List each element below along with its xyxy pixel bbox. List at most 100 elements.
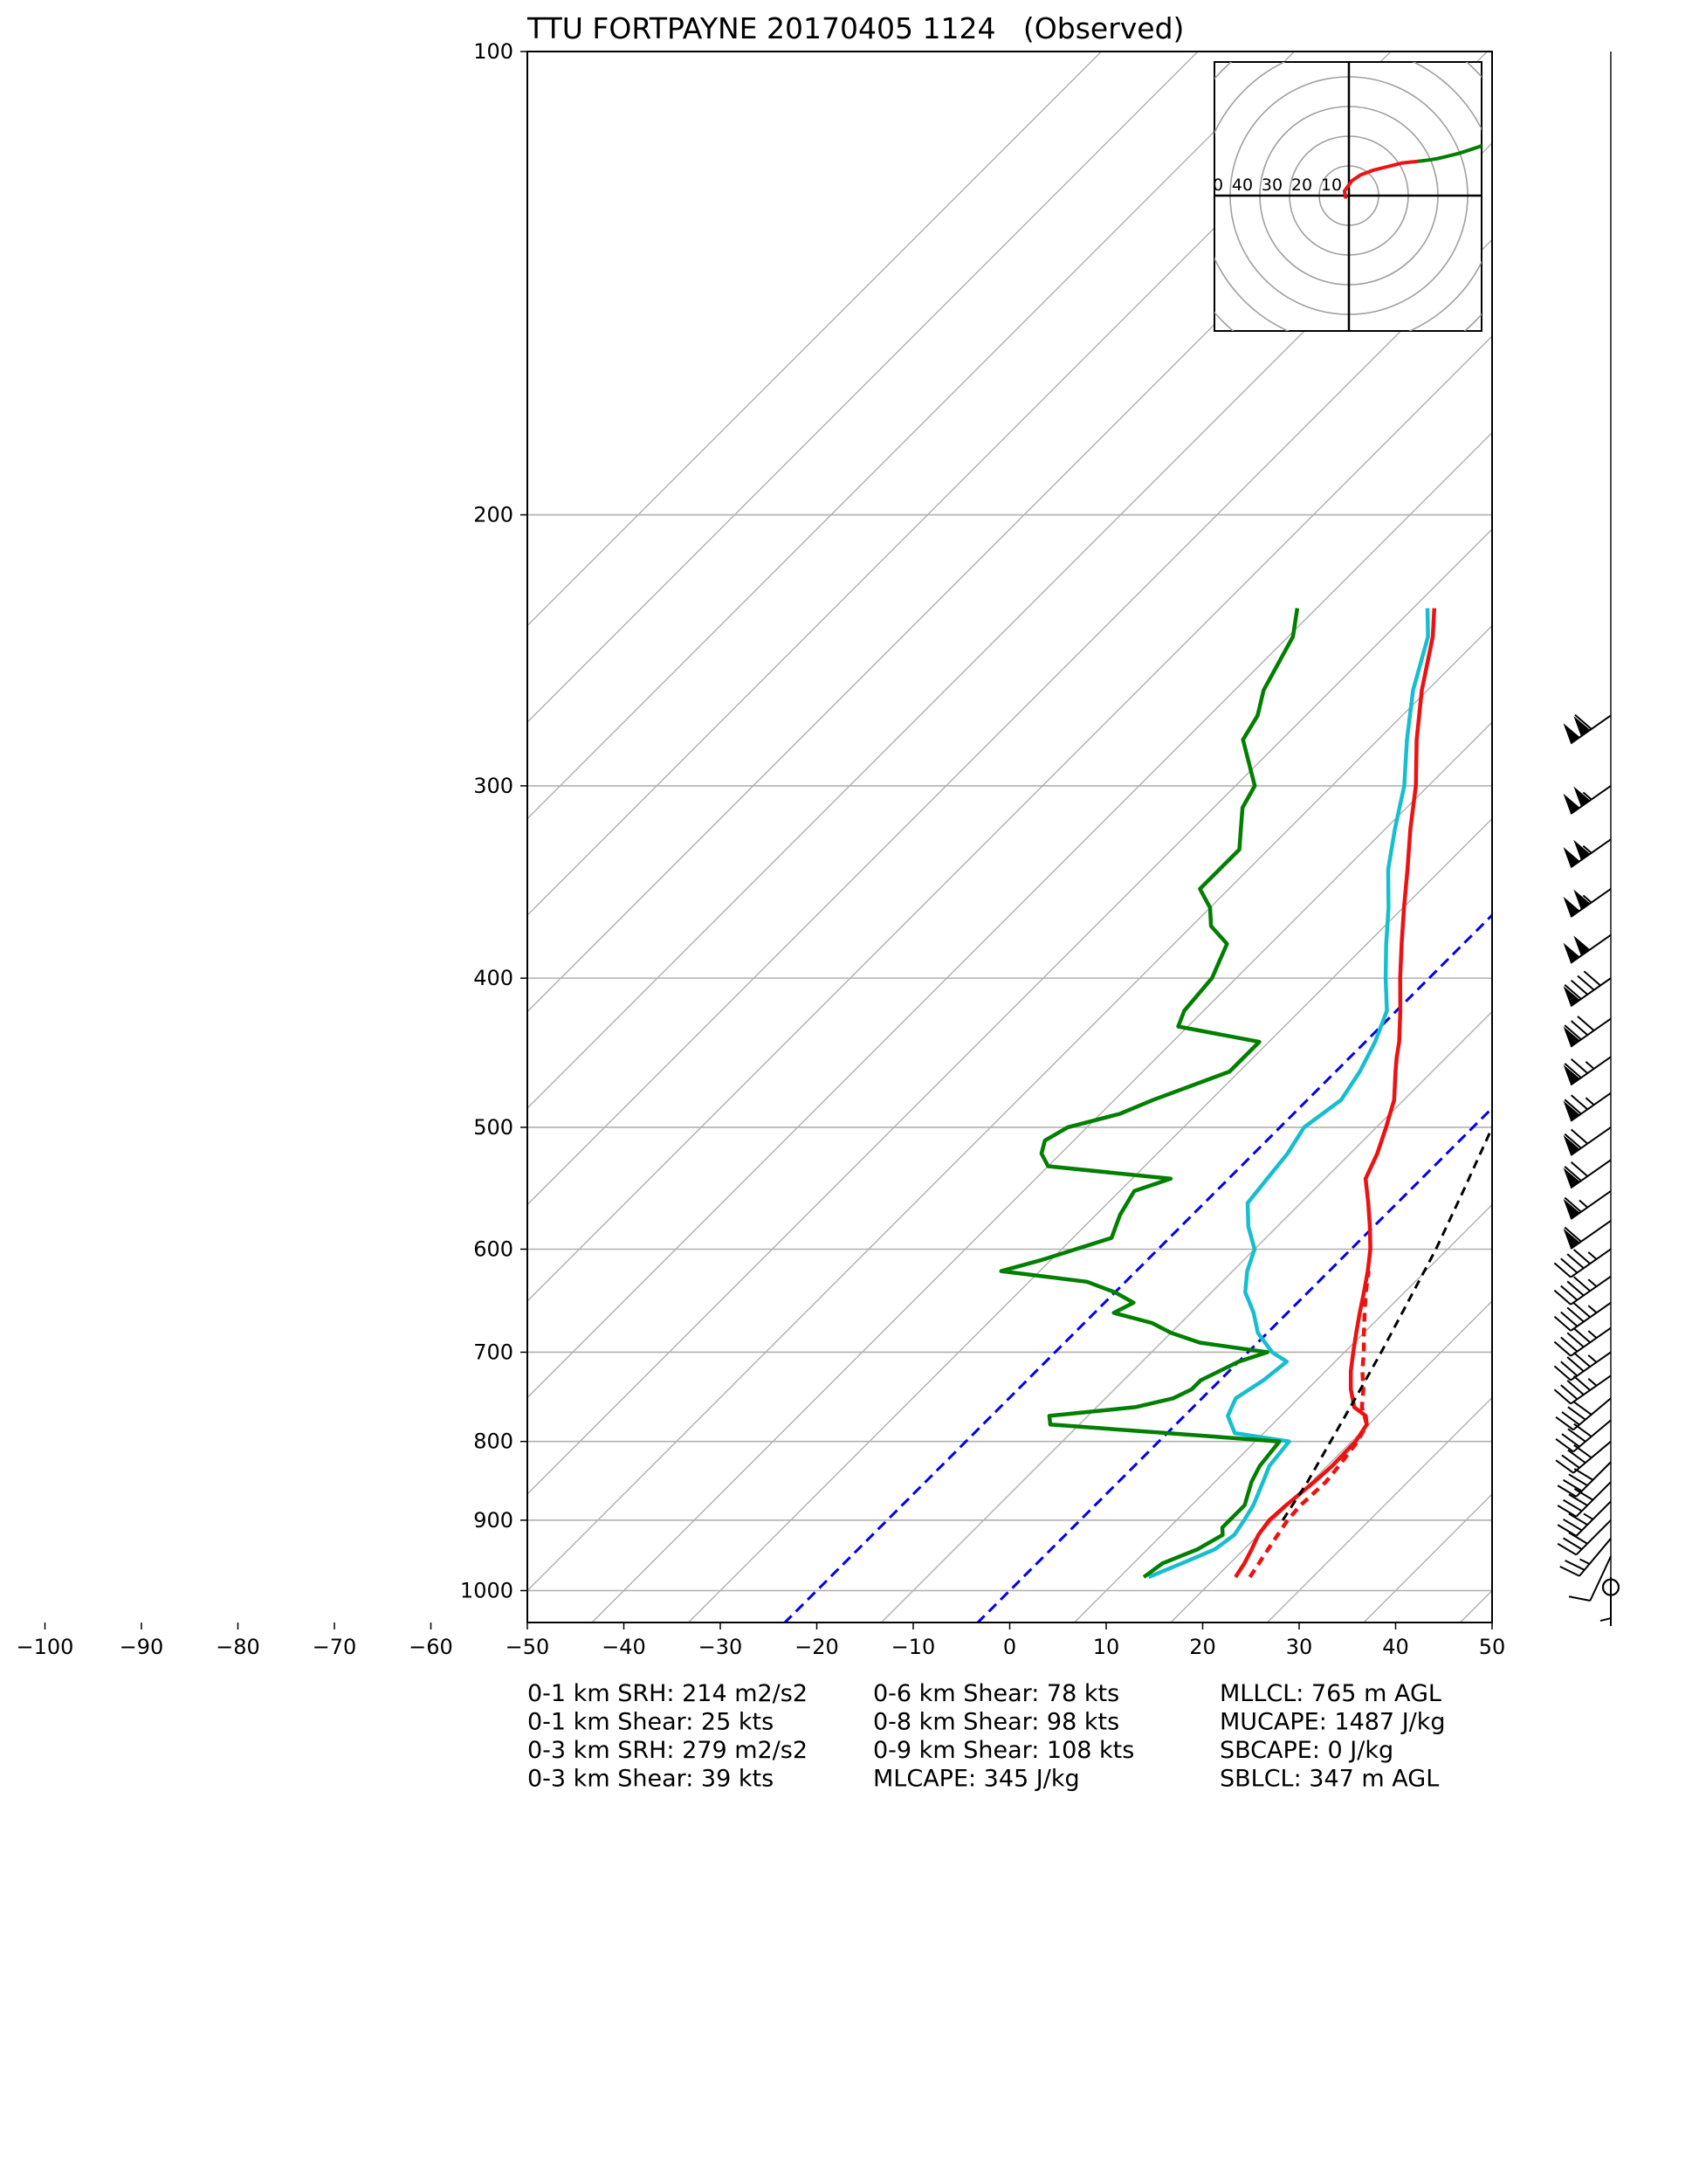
wind-barb	[1563, 838, 1612, 869]
x-tick-label: −60	[409, 1635, 453, 1659]
y-tick-label: 300	[473, 774, 513, 798]
barb-full	[1583, 970, 1601, 987]
barb-full	[1566, 1280, 1585, 1297]
barb-full	[1570, 1094, 1588, 1111]
barb-full	[1573, 1488, 1594, 1501]
barb-full	[1567, 1449, 1586, 1464]
wind-barb	[1555, 1440, 1612, 1474]
hodograph-ring-label: 50	[1202, 176, 1223, 195]
x-tick-label: −40	[602, 1635, 646, 1659]
barb-full	[1573, 1468, 1594, 1481]
barb-full	[1557, 1542, 1577, 1556]
barb-shaft	[1570, 1301, 1612, 1332]
barb-full	[1568, 1595, 1591, 1602]
barb-half	[1587, 1278, 1598, 1287]
barb-full	[1568, 1512, 1588, 1526]
barb-shaft	[1589, 1555, 1612, 1602]
y-tick-label: 600	[473, 1237, 513, 1261]
barb-full	[1553, 1388, 1572, 1405]
barb-full	[1563, 1537, 1583, 1550]
chart-title: TTU FORTPAYNE 20170405 1124 (Observed)	[526, 11, 1184, 45]
wind-barb	[1553, 1351, 1612, 1381]
wind-barb	[1563, 1220, 1612, 1250]
series-layer	[999, 608, 1492, 1580]
barb-half	[1587, 1377, 1598, 1387]
wind-barb	[1557, 1500, 1612, 1537]
barb-full	[1573, 1401, 1592, 1416]
barb-full	[1564, 1166, 1582, 1182]
isotherm-line	[591, 721, 1492, 1622]
wind-barb	[1559, 1538, 1612, 1577]
barb-full	[1572, 1302, 1591, 1319]
wind-barb	[1557, 1519, 1612, 1556]
stat-line: 0-1 km SRH: 214 m2/s2	[527, 1680, 808, 1707]
barb-full	[1553, 1262, 1572, 1278]
barb-full	[1566, 1306, 1585, 1323]
wind-barb	[1563, 713, 1612, 745]
barb-full	[1565, 1560, 1586, 1571]
barb-full	[1570, 979, 1588, 996]
barb-full	[1567, 1428, 1586, 1443]
series-parcel	[1281, 1123, 1492, 1521]
y-tick-label: 100	[473, 39, 513, 64]
barb-full	[1561, 1433, 1580, 1448]
barb-shaft	[1572, 1419, 1612, 1453]
barb-flag	[1573, 889, 1591, 910]
barb-full	[1560, 1361, 1579, 1377]
barb-flag	[1573, 786, 1591, 807]
x-tick-label: −50	[506, 1635, 550, 1659]
barb-flag	[1573, 715, 1591, 737]
barb-full	[1553, 1315, 1572, 1332]
series-virtual_temperature	[1248, 1271, 1371, 1579]
barb-shaft	[1570, 1374, 1612, 1405]
barb-full	[1566, 1332, 1585, 1348]
x-tick-label: 40	[1382, 1635, 1409, 1659]
wind-barb	[1563, 1092, 1612, 1122]
barb-full	[1563, 1478, 1583, 1492]
wind-barb	[1553, 1248, 1612, 1278]
barb-full	[1557, 1524, 1577, 1537]
barb-full	[1557, 1485, 1577, 1498]
barb-full	[1560, 1336, 1579, 1353]
barb-full	[1563, 1518, 1583, 1532]
stat-line: 0-9 km Shear: 108 kts	[873, 1737, 1134, 1764]
barb-full	[1560, 1311, 1579, 1327]
barb-full	[1555, 1438, 1574, 1453]
barb-flag	[1563, 896, 1580, 918]
wind-barb	[1557, 1461, 1612, 1498]
barb-flag	[1573, 839, 1591, 861]
barb-full	[1573, 1423, 1592, 1437]
y-tick-label: 900	[473, 1508, 513, 1533]
stat-line: 0-3 km SRH: 279 m2/s2	[527, 1737, 808, 1764]
wind-barb	[1563, 934, 1612, 964]
isotherm-line	[1073, 1203, 1492, 1622]
barb-full	[1564, 1024, 1582, 1041]
barb-full	[1560, 1285, 1579, 1301]
isotherm-line	[527, 335, 1492, 1302]
hodograph-ring-label: 20	[1291, 176, 1312, 195]
stat-line: MUCAPE: 1487 J/kg	[1220, 1709, 1446, 1736]
barb-full	[1572, 1375, 1591, 1391]
barb-half	[1582, 844, 1592, 854]
barb-full	[1573, 1443, 1592, 1459]
wind-barb	[1553, 1326, 1612, 1357]
barb-full	[1577, 975, 1595, 991]
x-tick-label: −70	[313, 1635, 357, 1659]
barb-full	[1570, 1161, 1588, 1177]
calm-circle	[1601, 1578, 1620, 1596]
isotherm-line	[1459, 1589, 1492, 1622]
y-axis: 100 200 300 400 500 600 700 800 900 1000	[460, 39, 527, 1603]
barb-full	[1561, 1454, 1580, 1469]
barb-half	[1587, 1354, 1598, 1363]
barb-full	[1566, 1356, 1585, 1373]
barb-flag	[1563, 1100, 1580, 1121]
barb-shaft	[1570, 1275, 1612, 1306]
barb-full	[1570, 1020, 1588, 1036]
isotherm-line	[527, 52, 1295, 820]
wind-barb	[1599, 1577, 1612, 1627]
x-tick-label: 50	[1479, 1635, 1506, 1659]
barb-full	[1555, 1459, 1574, 1474]
barb-flag	[1563, 1168, 1580, 1188]
wind-barb	[1563, 1056, 1612, 1086]
series-temperature	[1234, 608, 1437, 1579]
